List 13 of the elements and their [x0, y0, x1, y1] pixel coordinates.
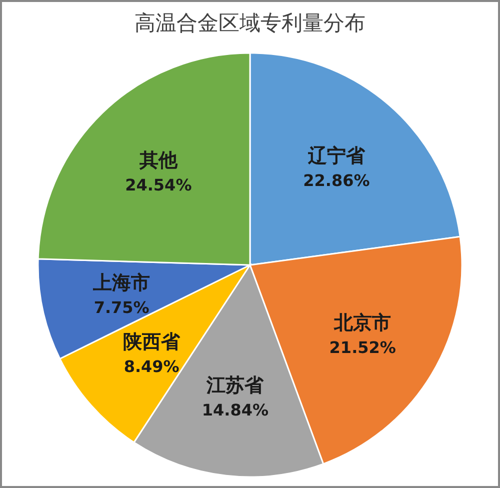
slice-label: 上海市: [92, 272, 150, 294]
slice-label: 北京市: [333, 312, 392, 334]
data-label: 8.49%: [124, 357, 180, 376]
slice-label: 江苏省: [206, 374, 265, 397]
slice-label: 陕西省: [123, 331, 182, 354]
data-label: 7.75%: [94, 298, 150, 317]
chart-title: 高温合金区域专利量分布: [134, 11, 366, 35]
data-label: 14.84%: [202, 400, 268, 420]
data-label: 22.86%: [303, 171, 370, 190]
data-label: 21.52%: [329, 338, 396, 357]
slice-label: 其他: [138, 150, 178, 172]
data-label: 24.54%: [125, 176, 192, 195]
slice-label: 辽宁省: [306, 145, 366, 168]
